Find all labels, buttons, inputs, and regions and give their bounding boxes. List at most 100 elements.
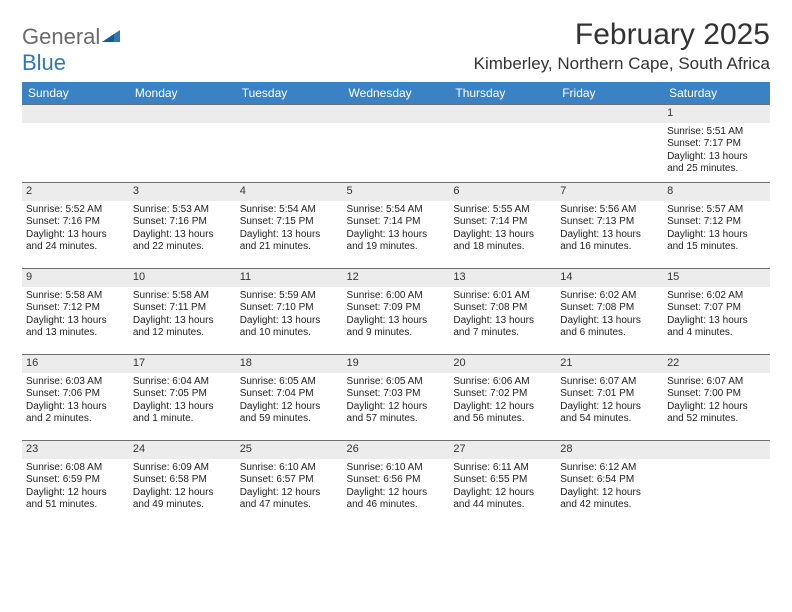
calendar-header-row: SundayMondayTuesdayWednesdayThursdayFrid… <box>22 82 770 104</box>
calendar-day-cell: 21Sunrise: 6:07 AMSunset: 7:01 PMDayligh… <box>556 354 663 440</box>
day-number <box>663 440 770 459</box>
daylight-text: Daylight: 13 hours and 19 minutes. <box>347 229 446 254</box>
day-details: Sunrise: 6:05 AMSunset: 7:04 PMDaylight:… <box>236 373 343 430</box>
day-details: Sunrise: 6:09 AMSunset: 6:58 PMDaylight:… <box>129 459 236 516</box>
day-details: Sunrise: 5:57 AMSunset: 7:12 PMDaylight:… <box>663 201 770 258</box>
daylight-text: Daylight: 13 hours and 15 minutes. <box>667 229 766 254</box>
daylight-text: Daylight: 12 hours and 52 minutes. <box>667 401 766 426</box>
day-details: Sunrise: 6:06 AMSunset: 7:02 PMDaylight:… <box>449 373 556 430</box>
day-number: 28 <box>556 440 663 459</box>
daylight-text: Daylight: 13 hours and 16 minutes. <box>560 229 659 254</box>
daylight-text: Daylight: 12 hours and 47 minutes. <box>240 487 339 512</box>
sunrise-text: Sunrise: 6:07 AM <box>667 376 766 389</box>
calendar-day-cell: 7Sunrise: 5:56 AMSunset: 7:13 PMDaylight… <box>556 182 663 268</box>
sunset-text: Sunset: 7:14 PM <box>347 216 446 229</box>
location-subtitle: Kimberley, Northern Cape, South Africa <box>474 54 770 74</box>
calendar-empty-cell <box>129 104 236 182</box>
day-number <box>556 104 663 123</box>
calendar-empty-cell <box>343 104 450 182</box>
day-details: Sunrise: 5:58 AMSunset: 7:12 PMDaylight:… <box>22 287 129 344</box>
calendar-day-cell: 3Sunrise: 5:53 AMSunset: 7:16 PMDaylight… <box>129 182 236 268</box>
day-details: Sunrise: 5:53 AMSunset: 7:16 PMDaylight:… <box>129 201 236 258</box>
day-number: 13 <box>449 268 556 287</box>
sunrise-text: Sunrise: 5:59 AM <box>240 290 339 303</box>
day-header: Tuesday <box>236 82 343 104</box>
sunrise-text: Sunrise: 5:51 AM <box>667 126 766 139</box>
brand-text: GeneralBlue <box>22 24 124 76</box>
day-number: 26 <box>343 440 450 459</box>
day-number: 10 <box>129 268 236 287</box>
calendar-day-cell: 10Sunrise: 5:58 AMSunset: 7:11 PMDayligh… <box>129 268 236 354</box>
calendar-empty-cell <box>556 104 663 182</box>
day-number: 6 <box>449 182 556 201</box>
day-number: 5 <box>343 182 450 201</box>
calendar-day-cell: 20Sunrise: 6:06 AMSunset: 7:02 PMDayligh… <box>449 354 556 440</box>
sunrise-text: Sunrise: 6:07 AM <box>560 376 659 389</box>
daylight-text: Daylight: 12 hours and 46 minutes. <box>347 487 446 512</box>
calendar-empty-cell <box>663 440 770 526</box>
day-details: Sunrise: 6:02 AMSunset: 7:07 PMDaylight:… <box>663 287 770 344</box>
day-header: Wednesday <box>343 82 450 104</box>
calendar-day-cell: 27Sunrise: 6:11 AMSunset: 6:55 PMDayligh… <box>449 440 556 526</box>
title-block: February 2025 Kimberley, Northern Cape, … <box>474 18 770 74</box>
day-details: Sunrise: 6:05 AMSunset: 7:03 PMDaylight:… <box>343 373 450 430</box>
sunrise-text: Sunrise: 5:58 AM <box>26 290 125 303</box>
calendar-day-cell: 25Sunrise: 6:10 AMSunset: 6:57 PMDayligh… <box>236 440 343 526</box>
sunrise-text: Sunrise: 6:12 AM <box>560 462 659 475</box>
sunrise-text: Sunrise: 6:03 AM <box>26 376 125 389</box>
calendar-body: 1Sunrise: 5:51 AMSunset: 7:17 PMDaylight… <box>22 104 770 526</box>
sunrise-text: Sunrise: 5:58 AM <box>133 290 232 303</box>
sunset-text: Sunset: 7:07 PM <box>667 302 766 315</box>
sunrise-text: Sunrise: 6:02 AM <box>560 290 659 303</box>
daylight-text: Daylight: 13 hours and 12 minutes. <box>133 315 232 340</box>
calendar-week-row: 9Sunrise: 5:58 AMSunset: 7:12 PMDaylight… <box>22 268 770 354</box>
calendar-day-cell: 17Sunrise: 6:04 AMSunset: 7:05 PMDayligh… <box>129 354 236 440</box>
daylight-text: Daylight: 13 hours and 9 minutes. <box>347 315 446 340</box>
sunrise-text: Sunrise: 5:55 AM <box>453 204 552 217</box>
day-header: Monday <box>129 82 236 104</box>
sunset-text: Sunset: 7:02 PM <box>453 388 552 401</box>
calendar-page: GeneralBlue February 2025 Kimberley, Nor… <box>0 0 792 536</box>
day-number: 25 <box>236 440 343 459</box>
day-number: 2 <box>22 182 129 201</box>
sunset-text: Sunset: 7:14 PM <box>453 216 552 229</box>
sunset-text: Sunset: 6:58 PM <box>133 474 232 487</box>
daylight-text: Daylight: 13 hours and 1 minute. <box>133 401 232 426</box>
day-details: Sunrise: 6:11 AMSunset: 6:55 PMDaylight:… <box>449 459 556 516</box>
calendar-day-cell: 16Sunrise: 6:03 AMSunset: 7:06 PMDayligh… <box>22 354 129 440</box>
day-details: Sunrise: 5:55 AMSunset: 7:14 PMDaylight:… <box>449 201 556 258</box>
day-details: Sunrise: 6:04 AMSunset: 7:05 PMDaylight:… <box>129 373 236 430</box>
day-number: 11 <box>236 268 343 287</box>
day-number: 4 <box>236 182 343 201</box>
brand-logo: GeneralBlue <box>22 24 124 76</box>
calendar-day-cell: 19Sunrise: 6:05 AMSunset: 7:03 PMDayligh… <box>343 354 450 440</box>
daylight-text: Daylight: 12 hours and 44 minutes. <box>453 487 552 512</box>
day-details: Sunrise: 5:52 AMSunset: 7:16 PMDaylight:… <box>22 201 129 258</box>
calendar-day-cell: 13Sunrise: 6:01 AMSunset: 7:08 PMDayligh… <box>449 268 556 354</box>
sunset-text: Sunset: 7:12 PM <box>26 302 125 315</box>
day-number: 23 <box>22 440 129 459</box>
calendar-day-cell: 5Sunrise: 5:54 AMSunset: 7:14 PMDaylight… <box>343 182 450 268</box>
sunrise-text: Sunrise: 6:02 AM <box>667 290 766 303</box>
sunset-text: Sunset: 7:01 PM <box>560 388 659 401</box>
calendar-empty-cell <box>236 104 343 182</box>
calendar-day-cell: 23Sunrise: 6:08 AMSunset: 6:59 PMDayligh… <box>22 440 129 526</box>
brand-mark-icon <box>102 24 124 50</box>
sunrise-text: Sunrise: 6:10 AM <box>347 462 446 475</box>
calendar-empty-cell <box>449 104 556 182</box>
day-number <box>129 104 236 123</box>
day-number: 20 <box>449 354 556 373</box>
day-header: Saturday <box>663 82 770 104</box>
daylight-text: Daylight: 13 hours and 22 minutes. <box>133 229 232 254</box>
sunset-text: Sunset: 7:16 PM <box>26 216 125 229</box>
day-number: 17 <box>129 354 236 373</box>
calendar-empty-cell <box>22 104 129 182</box>
day-header: Friday <box>556 82 663 104</box>
daylight-text: Daylight: 13 hours and 7 minutes. <box>453 315 552 340</box>
sunrise-text: Sunrise: 6:09 AM <box>133 462 232 475</box>
daylight-text: Daylight: 12 hours and 59 minutes. <box>240 401 339 426</box>
day-details: Sunrise: 5:59 AMSunset: 7:10 PMDaylight:… <box>236 287 343 344</box>
day-number: 8 <box>663 182 770 201</box>
daylight-text: Daylight: 12 hours and 54 minutes. <box>560 401 659 426</box>
sunset-text: Sunset: 6:55 PM <box>453 474 552 487</box>
